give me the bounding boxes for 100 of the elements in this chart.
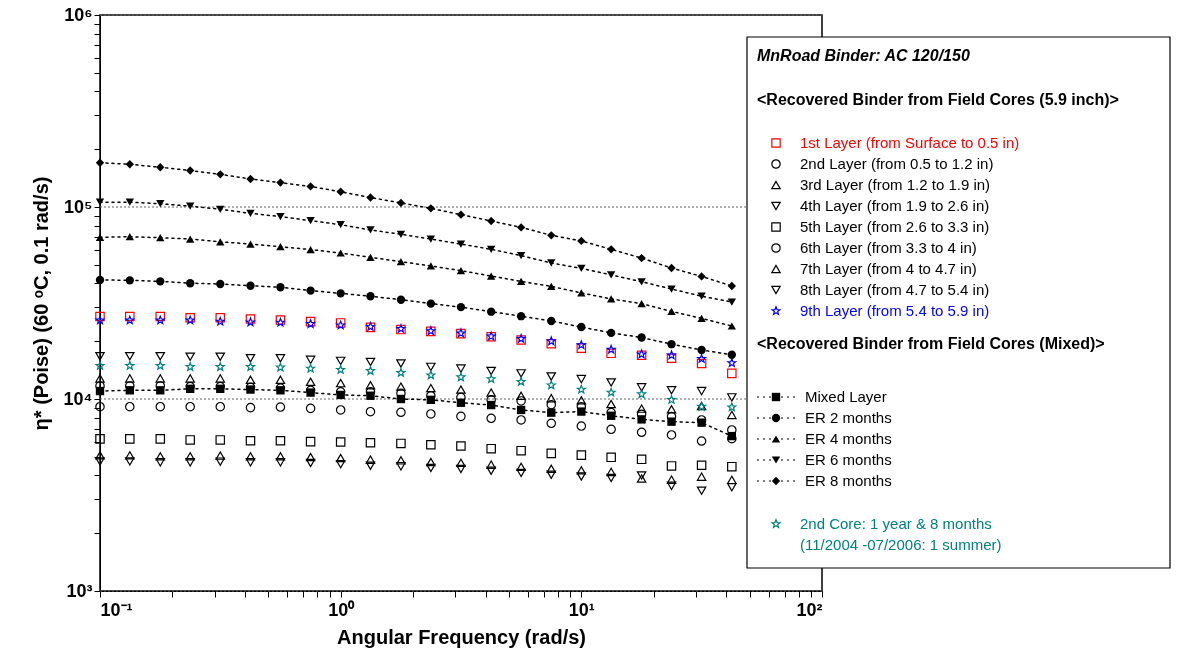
point: [636, 427, 647, 438]
point: [245, 452, 256, 461]
point: [215, 457, 226, 466]
legend-label: 2nd Layer (from 0.5 to 1.2 in): [800, 155, 994, 172]
point: [606, 473, 616, 483]
point: [546, 393, 557, 403]
point: [696, 460, 707, 470]
point: [727, 358, 737, 367]
point: [696, 358, 707, 369]
point: [637, 333, 646, 342]
annotation: <Recovered Binder from Field Cores (Mixed)>: [757, 335, 1105, 352]
point: [125, 198, 134, 206]
point: [215, 435, 226, 445]
point: [246, 174, 255, 184]
point: [637, 389, 647, 399]
point: [366, 226, 375, 234]
point: [125, 457, 135, 466]
point: [305, 377, 316, 386]
point: [727, 298, 737, 306]
point: [95, 457, 105, 466]
point: [155, 374, 166, 383]
point: [456, 372, 466, 382]
point: [186, 279, 195, 288]
point: [486, 400, 496, 410]
point: [276, 243, 285, 251]
legend-label: ER 6 months: [805, 451, 892, 468]
point: [667, 263, 676, 273]
point: [637, 278, 646, 286]
point: [125, 401, 135, 412]
point: [606, 399, 616, 409]
point: [486, 307, 496, 316]
point: [727, 475, 737, 485]
point: [246, 209, 255, 217]
point: [275, 458, 286, 467]
point: [456, 458, 466, 468]
legend-label: 1st Layer (from Surface to 0.5 in): [800, 134, 1020, 151]
point: [365, 366, 376, 375]
point: [396, 407, 406, 418]
point: [666, 481, 677, 491]
point: [366, 253, 375, 261]
point: [637, 415, 646, 424]
point: [396, 230, 406, 238]
point: [155, 452, 166, 461]
point: [516, 462, 526, 472]
point: [125, 315, 135, 325]
point: [155, 360, 165, 370]
point: [336, 187, 345, 196]
point: [727, 402, 737, 412]
point: [155, 434, 166, 444]
point: [696, 486, 707, 495]
point: [426, 362, 436, 372]
legend-label: 2nd Core: 1 year & 8 months (11/2004 -07/2006: 1 summer): [800, 515, 1002, 553]
x-tick-label: 10¹: [568, 599, 595, 620]
point: [125, 360, 135, 370]
point: [727, 461, 737, 472]
point: [305, 403, 316, 414]
point: [546, 464, 557, 474]
point: [215, 401, 226, 412]
y-tick-label: 10⁵: [64, 196, 93, 217]
point: [155, 311, 166, 322]
point: [216, 170, 225, 179]
point: [426, 439, 436, 450]
point: [215, 312, 226, 323]
point: [366, 193, 375, 202]
legend-label: 5th Layer (from 2.6 to 3.3 in): [800, 218, 990, 235]
point: [275, 354, 286, 363]
y-tick-label: 10³: [66, 580, 93, 601]
point: [486, 374, 496, 384]
point: [547, 282, 556, 290]
point: [276, 283, 285, 292]
point: [426, 204, 436, 213]
point: [456, 385, 466, 394]
point: [547, 259, 556, 267]
point: [156, 386, 165, 395]
point: [516, 277, 526, 285]
point: [516, 405, 526, 415]
point: [306, 217, 315, 225]
point: [335, 378, 346, 388]
point: [636, 383, 647, 392]
x-tick-label: 10⁰: [328, 599, 356, 620]
point: [696, 436, 707, 446]
point: [246, 281, 255, 290]
point: [155, 401, 166, 412]
point: [155, 458, 166, 467]
point: [606, 378, 616, 387]
point: [185, 458, 195, 467]
point: [426, 235, 436, 243]
point: [275, 452, 286, 461]
point: [245, 362, 256, 371]
point: [396, 456, 406, 465]
point: [456, 364, 466, 373]
point: [95, 386, 105, 396]
point: [666, 461, 677, 471]
point: [666, 395, 677, 404]
point: [547, 408, 556, 417]
point: [426, 383, 436, 393]
legend-label: Mixed Layer: [805, 388, 887, 405]
point: [576, 450, 587, 460]
point: [486, 272, 496, 280]
point: [185, 352, 195, 361]
